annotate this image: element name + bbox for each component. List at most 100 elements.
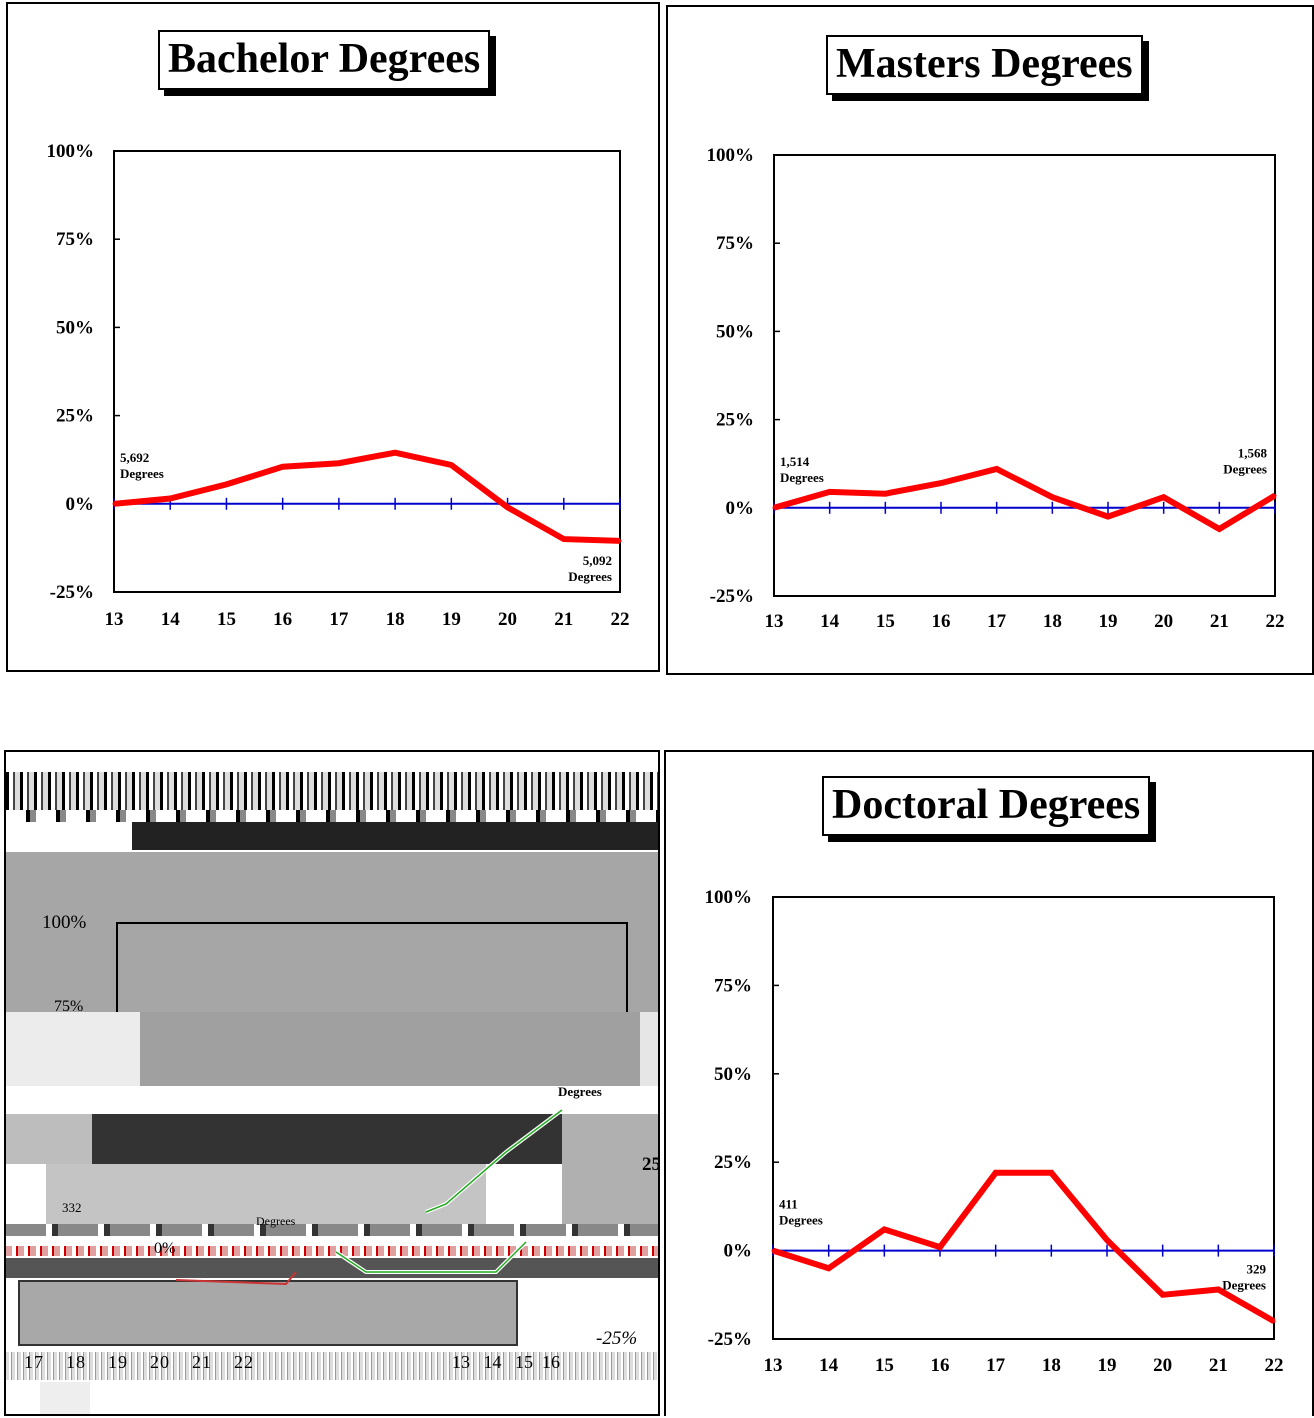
data-point: [506, 505, 510, 509]
data-point: [883, 492, 887, 496]
y-tick-label: 25%: [716, 410, 754, 431]
x-tick-label: 15: [875, 1355, 894, 1376]
x-tick-label: 16: [273, 609, 292, 630]
y-tick-label: 50%: [714, 1064, 752, 1085]
x-tick-label: 14: [820, 611, 840, 632]
garbled-red-band: [6, 1246, 658, 1256]
x-tick-label: 19: [1098, 1355, 1117, 1376]
x-tick-label: 14: [161, 609, 181, 630]
y-tick-label: 0%: [66, 494, 95, 515]
series-line: [773, 465, 1277, 533]
data-point: [938, 1245, 942, 1249]
y-tick-label: 100%: [47, 141, 95, 162]
garbled-block: [132, 822, 658, 850]
garbled-strip: [6, 1224, 658, 1236]
garbled-label: 332: [62, 1200, 82, 1215]
x-tick-label: 20: [1154, 611, 1173, 632]
x-tick-label: 22: [1266, 611, 1285, 632]
data-point: [1216, 1287, 1220, 1291]
annotation-unit: Degrees: [1222, 1277, 1266, 1292]
annotation-value: 5,692: [120, 450, 149, 465]
data-point: [1161, 1293, 1165, 1297]
x-tick-label: 21: [1209, 1355, 1228, 1376]
x-tick-label: 16: [932, 611, 951, 632]
annotation-value: 411: [779, 1197, 798, 1212]
x-tick-label: 14: [819, 1355, 839, 1376]
chart-svg-doctoral: 100% 75% 50% 25% 0% -25% 13 14 15 16 17 18 19 20 21 22 4…: [705, 887, 1284, 1376]
y-tick-label: 75%: [56, 229, 94, 250]
plot-frame: [772, 896, 1275, 1340]
y-tick-label: 75%: [716, 233, 754, 254]
annotation-unit: Degrees: [780, 470, 824, 485]
annotation-value: 1,568: [1238, 445, 1268, 460]
x-tick-label: 21: [1210, 611, 1229, 632]
data-point: [772, 506, 776, 510]
garbled-gray-block: [18, 1280, 518, 1346]
garbled-plot-frame: [116, 922, 628, 1014]
plot-frame: [113, 150, 621, 593]
x-tick-label: 13: [765, 611, 784, 632]
garbled-label: -25%: [596, 1328, 638, 1349]
y-tick-label: -25%: [50, 582, 94, 603]
y-tick-label: 25%: [56, 406, 94, 427]
data-point: [168, 497, 172, 501]
y-tick-label: 50%: [716, 321, 754, 342]
garbled-light-block: [6, 1012, 140, 1086]
data-point: [995, 467, 999, 471]
data-point: [1050, 495, 1054, 499]
garbled-x-labels: 13 14 15 16: [452, 1352, 560, 1372]
data-point: [939, 481, 943, 485]
x-tick-label: 19: [1099, 611, 1118, 632]
annotation-unit: Degrees: [779, 1213, 823, 1228]
y-tick-label: 100%: [707, 145, 755, 166]
garbled-right-strip: [640, 1012, 658, 1086]
garbled-xaxis-strip: [6, 1352, 658, 1380]
garbled-label: Degrees: [558, 1084, 602, 1099]
data-point: [1162, 495, 1166, 499]
x-tick-label: 20: [1153, 1355, 1172, 1376]
chart-title: Doctoral Degrees: [822, 776, 1151, 836]
series-line: [113, 449, 621, 544]
annotation-value: 1,514: [780, 454, 810, 469]
garbled-label: 100%: [42, 912, 87, 933]
chart-panel-bachelor: Bachelor Degrees 100% 75% 50% 25% 0% -25% 13 14…: [6, 2, 660, 672]
data-point: [618, 539, 622, 543]
x-tick-label: 21: [554, 609, 573, 630]
data-point: [393, 451, 397, 455]
y-tick-label: 100%: [705, 887, 753, 908]
y-tick-label: 75%: [714, 975, 752, 996]
x-tick-label: 19: [442, 609, 461, 630]
x-tick-label: 18: [386, 609, 405, 630]
series-line: [772, 1169, 1276, 1324]
x-tick-label: 13: [764, 1355, 783, 1376]
data-point: [112, 502, 116, 506]
data-point: [771, 1249, 775, 1253]
garbled-dark-block: [92, 1114, 562, 1164]
y-tick-label: 50%: [56, 317, 94, 338]
data-point: [1049, 1171, 1053, 1175]
chart-svg-bachelor: 100% 75% 50% 25% 0% -25% 13 14 15 16 17 18 19 20 21 22 5…: [47, 141, 630, 630]
data-point: [1272, 1319, 1276, 1323]
data-point: [337, 461, 341, 465]
y-tick-label: -25%: [708, 1329, 752, 1350]
data-point: [994, 1171, 998, 1175]
garbled-bottom-block: [40, 1382, 90, 1414]
data-point: [562, 537, 566, 541]
x-tick-label: 18: [1042, 1355, 1061, 1376]
x-tick-label: 15: [217, 609, 236, 630]
annotation-value: 329: [1247, 1261, 1267, 1276]
x-tick-label: 13: [105, 609, 124, 630]
data-point: [1106, 515, 1110, 519]
chart-title: Masters Degrees: [826, 35, 1143, 95]
x-tick-label: 17: [987, 611, 1007, 632]
y-tick-label: 25%: [714, 1152, 752, 1173]
chart-title: Bachelor Degrees: [158, 30, 491, 90]
x-tick-label: 16: [931, 1355, 950, 1376]
data-point: [828, 490, 832, 494]
y-tick-label: -25%: [710, 586, 754, 607]
garbled-lines: [175, 1108, 564, 1286]
data-point: [1273, 493, 1277, 497]
x-tick-label: 15: [876, 611, 895, 632]
y-tick-label: 0%: [724, 1241, 753, 1262]
garbled-label: 25: [642, 1154, 660, 1175]
